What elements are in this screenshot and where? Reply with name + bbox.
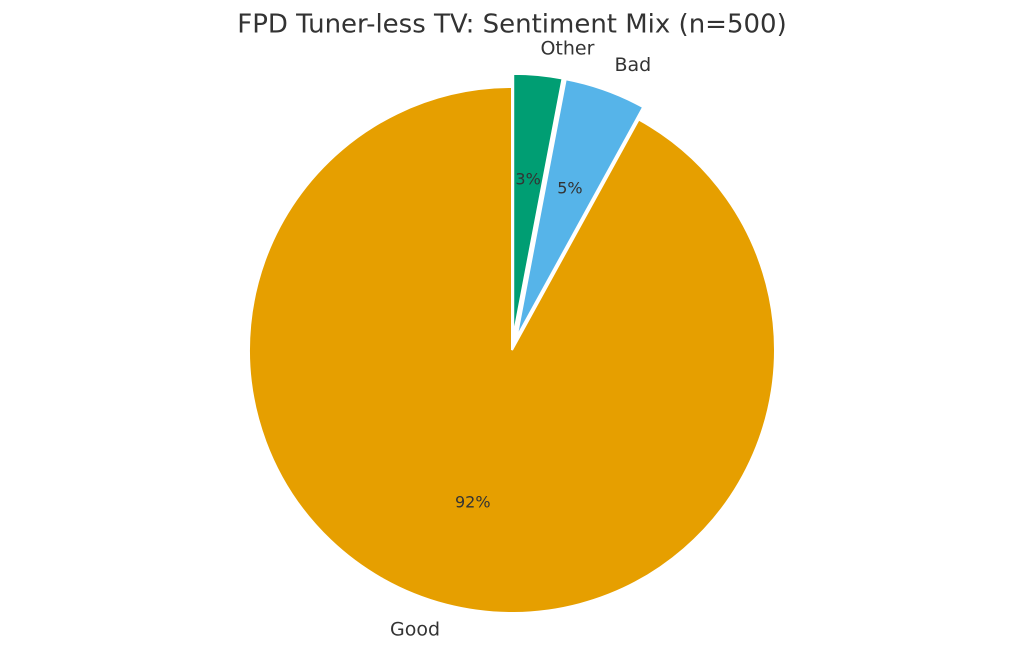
chart-title: FPD Tuner-less TV: Sentiment Mix (n=500) (237, 10, 787, 40)
value-label: 3% (515, 169, 540, 188)
slice-label: Good (390, 619, 440, 641)
value-label: 92% (455, 492, 491, 511)
pie-slice (515, 78, 645, 339)
value-label: 5% (557, 179, 582, 198)
slice-label: Other (540, 37, 594, 59)
slice-label: Bad (614, 54, 651, 76)
pie-slice (512, 72, 564, 338)
pie-slice (248, 85, 776, 614)
